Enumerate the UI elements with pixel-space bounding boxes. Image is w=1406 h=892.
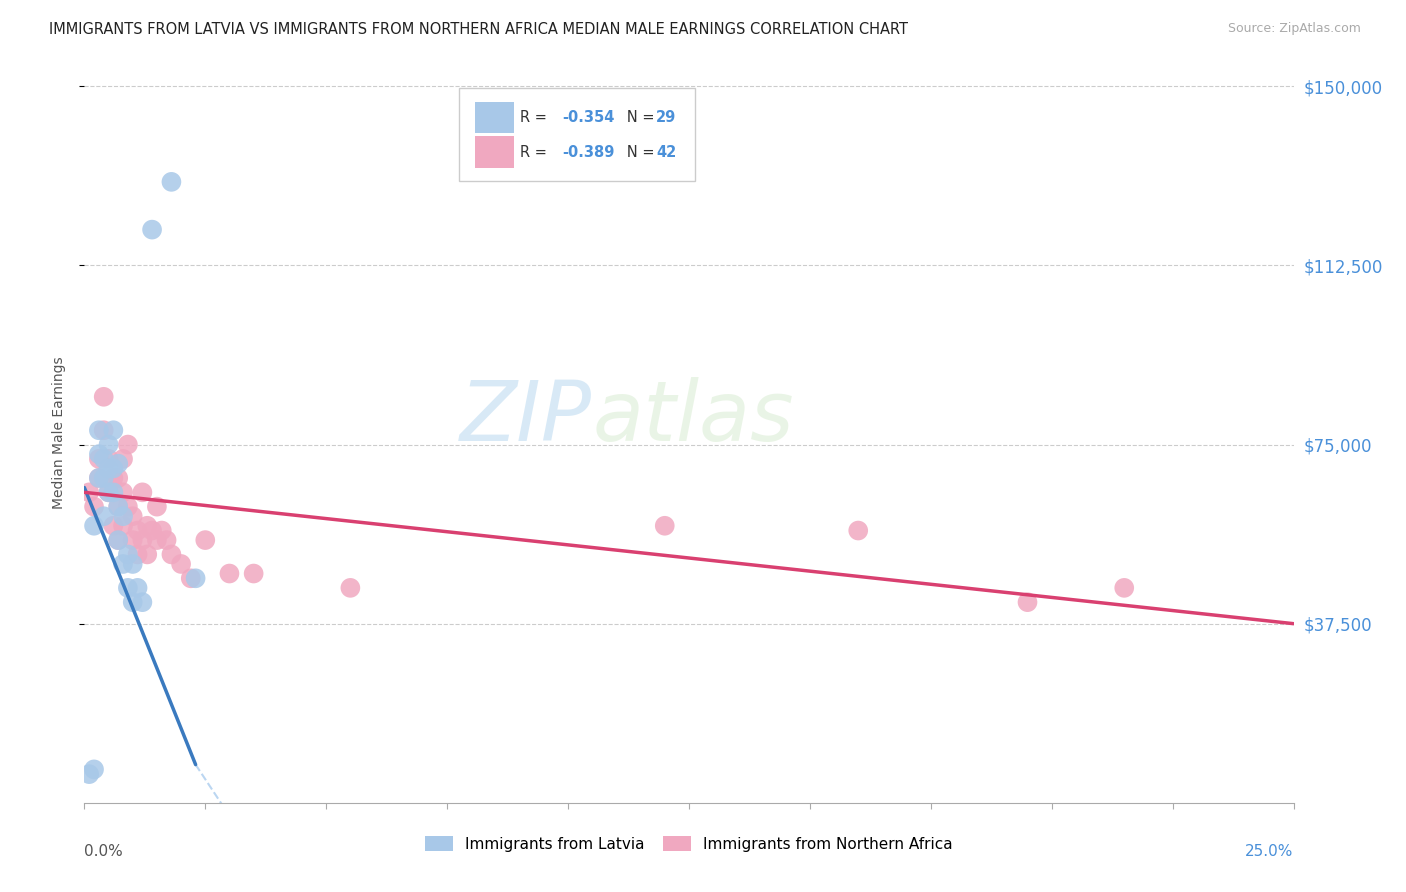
Point	[121, 557, 143, 571]
Point	[121, 509, 143, 524]
Point	[184, 571, 207, 585]
Point	[136, 518, 159, 533]
Point	[103, 471, 125, 485]
Point	[654, 518, 676, 533]
Point	[339, 581, 361, 595]
Point	[87, 423, 110, 437]
Point	[117, 437, 139, 451]
Point	[136, 548, 159, 562]
Text: 42: 42	[657, 145, 676, 160]
Text: 25.0%: 25.0%	[1246, 844, 1294, 858]
Point	[93, 509, 115, 524]
Point	[194, 533, 217, 547]
Point	[117, 500, 139, 514]
Point	[141, 524, 163, 538]
Point	[107, 500, 129, 514]
Point	[218, 566, 240, 581]
Point	[127, 548, 149, 562]
Point	[103, 518, 125, 533]
Text: atlas: atlas	[592, 377, 794, 458]
Point	[83, 518, 105, 533]
Point	[117, 581, 139, 595]
Point	[97, 461, 120, 475]
Point	[103, 485, 125, 500]
Text: R =: R =	[520, 145, 551, 160]
Point	[107, 457, 129, 471]
Point	[103, 423, 125, 437]
Point	[112, 509, 135, 524]
Point	[1017, 595, 1039, 609]
Point	[83, 763, 105, 777]
Point	[97, 451, 120, 466]
Point	[112, 557, 135, 571]
Point	[87, 447, 110, 461]
Text: ZIP: ZIP	[460, 377, 592, 458]
Point	[121, 533, 143, 547]
Text: 29: 29	[657, 110, 676, 125]
Point	[846, 524, 869, 538]
Point	[107, 471, 129, 485]
Point	[155, 533, 177, 547]
Point	[93, 471, 115, 485]
Point	[242, 566, 264, 581]
Point	[87, 471, 110, 485]
Text: Source: ZipAtlas.com: Source: ZipAtlas.com	[1227, 22, 1361, 36]
Text: -0.389: -0.389	[562, 145, 614, 160]
Legend: Immigrants from Latvia, Immigrants from Northern Africa: Immigrants from Latvia, Immigrants from …	[419, 830, 959, 858]
Point	[146, 533, 169, 547]
Text: IMMIGRANTS FROM LATVIA VS IMMIGRANTS FROM NORTHERN AFRICA MEDIAN MALE EARNINGS C: IMMIGRANTS FROM LATVIA VS IMMIGRANTS FRO…	[49, 22, 908, 37]
Point	[180, 571, 202, 585]
Point	[107, 500, 129, 514]
Text: N =: N =	[613, 145, 659, 160]
Point	[77, 767, 100, 781]
FancyBboxPatch shape	[475, 102, 513, 133]
Y-axis label: Median Male Earnings: Median Male Earnings	[52, 356, 66, 509]
Point	[77, 485, 100, 500]
Point	[150, 524, 173, 538]
Point	[87, 451, 110, 466]
Point	[97, 437, 120, 451]
Point	[97, 485, 120, 500]
Text: 0.0%: 0.0%	[84, 844, 124, 858]
Point	[127, 524, 149, 538]
Point	[107, 533, 129, 547]
Point	[1114, 581, 1136, 595]
Text: N =: N =	[613, 110, 659, 125]
Point	[112, 451, 135, 466]
Point	[103, 461, 125, 475]
Point	[117, 548, 139, 562]
Point	[112, 518, 135, 533]
Point	[160, 548, 183, 562]
Point	[127, 581, 149, 595]
Point	[131, 595, 153, 609]
Point	[97, 485, 120, 500]
FancyBboxPatch shape	[475, 136, 513, 168]
Point	[160, 175, 183, 189]
Point	[93, 390, 115, 404]
Point	[87, 471, 110, 485]
Text: R =: R =	[520, 110, 551, 125]
Point	[131, 533, 153, 547]
FancyBboxPatch shape	[460, 88, 695, 181]
Point	[93, 451, 115, 466]
Point	[170, 557, 193, 571]
Text: -0.354: -0.354	[562, 110, 614, 125]
Point	[93, 423, 115, 437]
Point	[141, 222, 163, 236]
Point	[121, 595, 143, 609]
Point	[107, 533, 129, 547]
Point	[146, 500, 169, 514]
Point	[112, 485, 135, 500]
Point	[131, 485, 153, 500]
Point	[83, 500, 105, 514]
